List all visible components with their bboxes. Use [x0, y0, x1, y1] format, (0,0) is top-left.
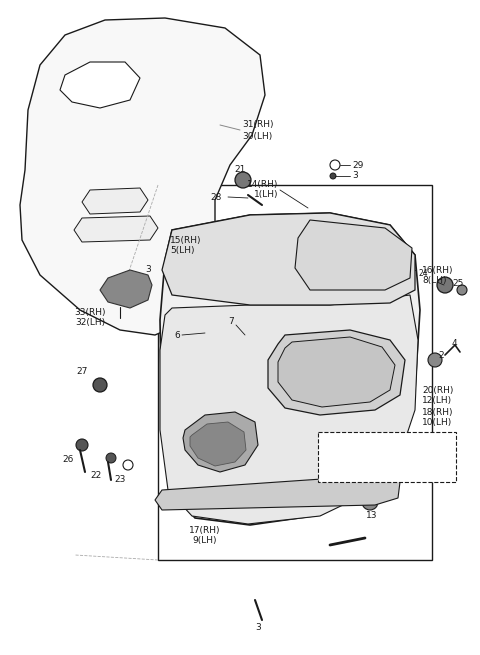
- Text: 4: 4: [452, 339, 457, 348]
- Text: 22: 22: [90, 472, 102, 481]
- Text: 29: 29: [352, 160, 363, 170]
- Text: 6: 6: [174, 331, 180, 339]
- Text: 19(RH): 19(RH): [370, 453, 401, 462]
- Text: 30(LH): 30(LH): [242, 132, 272, 141]
- Text: 32(LH): 32(LH): [75, 318, 105, 326]
- Text: 16(RH): 16(RH): [422, 265, 454, 274]
- Circle shape: [437, 277, 453, 293]
- Polygon shape: [295, 220, 412, 290]
- Polygon shape: [74, 216, 158, 242]
- Text: 8(LH): 8(LH): [422, 276, 446, 284]
- Text: 27: 27: [76, 367, 88, 377]
- Text: 23: 23: [114, 476, 126, 485]
- Polygon shape: [160, 295, 418, 524]
- Text: 25: 25: [452, 278, 463, 288]
- Polygon shape: [268, 330, 405, 415]
- Circle shape: [117, 317, 123, 323]
- Text: 1(LH): 1(LH): [253, 191, 278, 200]
- Circle shape: [362, 494, 378, 510]
- Text: 11(LH): 11(LH): [370, 464, 400, 472]
- Circle shape: [240, 330, 250, 340]
- Text: (W/O DR LAMP): (W/O DR LAMP): [322, 436, 387, 445]
- Text: 14(RH): 14(RH): [247, 181, 278, 189]
- Circle shape: [428, 353, 442, 367]
- Text: 21: 21: [234, 166, 246, 174]
- Polygon shape: [160, 213, 420, 525]
- Polygon shape: [162, 213, 415, 305]
- Text: 13: 13: [366, 510, 378, 519]
- Polygon shape: [60, 62, 140, 108]
- Circle shape: [203, 329, 211, 337]
- Circle shape: [235, 172, 251, 188]
- Text: 20(RH): 20(RH): [422, 386, 454, 394]
- Text: 18(RH): 18(RH): [422, 407, 454, 417]
- Circle shape: [330, 173, 336, 179]
- Polygon shape: [82, 188, 148, 214]
- Bar: [158, 185, 432, 560]
- Text: 2: 2: [438, 350, 444, 360]
- Text: 28: 28: [211, 193, 222, 202]
- Text: 3: 3: [145, 265, 151, 274]
- Text: 5(LH): 5(LH): [170, 246, 194, 255]
- Text: 31(RH): 31(RH): [242, 121, 274, 130]
- Polygon shape: [183, 412, 258, 472]
- Bar: [318, 432, 456, 482]
- Text: 3: 3: [352, 172, 358, 181]
- Polygon shape: [155, 475, 400, 510]
- Circle shape: [106, 453, 116, 463]
- Text: 26: 26: [62, 455, 74, 464]
- Polygon shape: [100, 270, 152, 308]
- Text: 10(LH): 10(LH): [422, 417, 452, 426]
- Polygon shape: [190, 422, 246, 466]
- Circle shape: [76, 439, 88, 451]
- Polygon shape: [278, 337, 395, 407]
- Circle shape: [457, 285, 467, 295]
- Text: 17(RH): 17(RH): [189, 525, 221, 534]
- Text: 3: 3: [255, 624, 261, 633]
- Text: 15(RH): 15(RH): [170, 236, 202, 246]
- Text: 33(RH): 33(RH): [74, 307, 106, 316]
- Text: 24: 24: [419, 269, 428, 278]
- Polygon shape: [20, 18, 265, 335]
- Text: 9(LH): 9(LH): [193, 536, 217, 544]
- Text: 7: 7: [228, 318, 234, 326]
- Circle shape: [93, 378, 107, 392]
- Text: 12(LH): 12(LH): [422, 396, 452, 405]
